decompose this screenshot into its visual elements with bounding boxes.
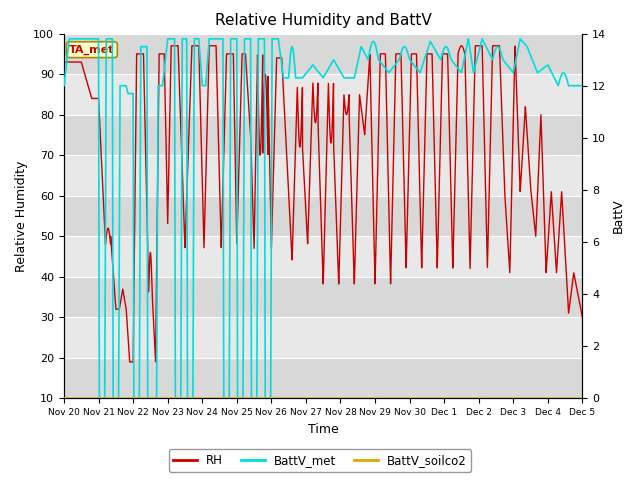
Bar: [64, 236, 582, 277]
Legend: RH, BattV_met, BattV_soilco2: RH, BattV_met, BattV_soilco2: [168, 449, 472, 472]
Bar: [64, 277, 582, 317]
Y-axis label: BattV: BattV: [612, 199, 625, 233]
Text: TA_met: TA_met: [69, 45, 115, 55]
Bar: [64, 196, 582, 236]
X-axis label: Time: Time: [308, 423, 339, 436]
Bar: [64, 34, 582, 74]
Y-axis label: Relative Humidity: Relative Humidity: [15, 160, 28, 272]
Bar: [64, 115, 582, 155]
Bar: [64, 358, 582, 398]
Bar: [64, 317, 582, 358]
Bar: [64, 74, 582, 115]
Title: Relative Humidity and BattV: Relative Humidity and BattV: [215, 13, 431, 28]
Bar: [64, 155, 582, 196]
